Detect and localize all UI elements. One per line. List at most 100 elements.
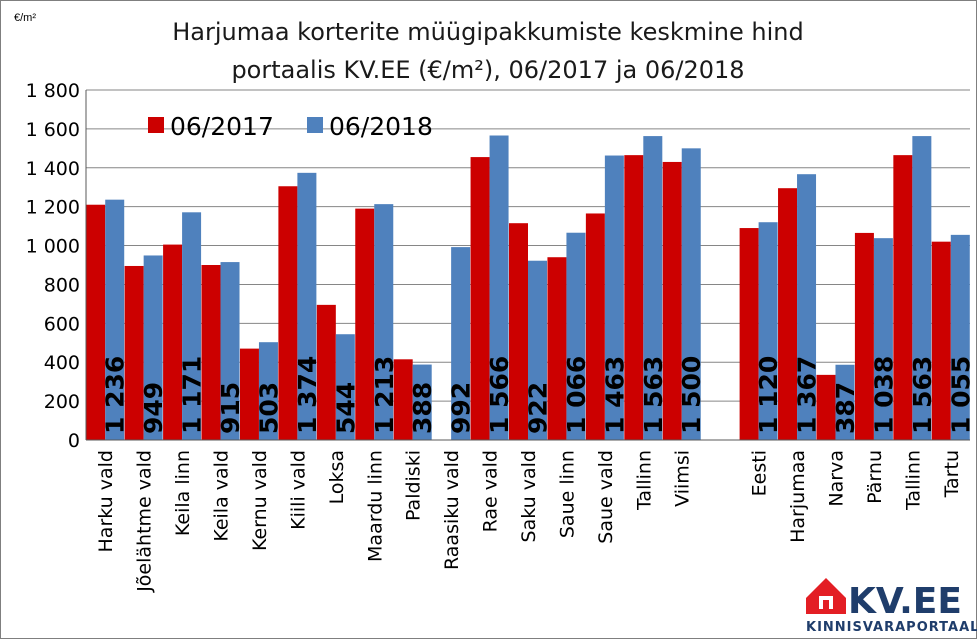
x-tick-label: Tartu	[941, 450, 963, 498]
bar-06-2017-19	[816, 374, 836, 440]
bar-06-2017-18	[778, 188, 798, 440]
data-label: 1 463	[600, 356, 629, 434]
bars	[86, 135, 970, 441]
data-label: 949	[139, 382, 168, 434]
x-tick-label: Tallinn	[902, 450, 924, 511]
bar-06-2018-18	[797, 174, 817, 440]
logo-subtext: KINNISVARAPORTAAL	[806, 620, 977, 635]
y-tick-label: 1 600	[26, 119, 80, 141]
x-tick-label: Saku vald	[518, 450, 540, 542]
chart-title-line2: portaalis KV.EE (€/m²), 06/2017 ja 06/20…	[231, 56, 744, 84]
x-tick-label: Raasiku vald	[441, 450, 463, 570]
data-label: 503	[254, 382, 283, 434]
x-tick-label: Saue vald	[595, 450, 617, 544]
data-label: 922	[524, 382, 553, 434]
x-tick-label: Harjumaa	[787, 450, 809, 543]
bar-06-2017-20	[854, 232, 874, 440]
y-tick-label: 600	[44, 313, 80, 335]
data-label: 1 563	[639, 356, 668, 434]
data-label: 1 236	[101, 356, 130, 434]
x-tick-label: Loksa	[326, 450, 348, 504]
bar-06-2018-12	[566, 232, 586, 440]
bar-06-2018-21	[912, 136, 932, 441]
x-tick-label: Paldiski	[403, 450, 425, 521]
kv-ee-logo: KV.EE KINNISVARAPORTAAL	[806, 578, 977, 635]
bar-06-2018-2	[182, 212, 202, 440]
data-label: 1 055	[946, 356, 975, 434]
data-label: 387	[831, 382, 860, 434]
bar-06-2017-2	[163, 244, 183, 440]
bar-06-2017-1	[124, 265, 144, 440]
x-tick-label: Saue linn	[556, 450, 578, 538]
bar-06-2018-15	[681, 148, 701, 441]
bar-06-2017-3	[201, 265, 221, 440]
bar-06-2017-10	[470, 157, 490, 441]
bar-06-2018-17	[758, 222, 778, 440]
legend-swatch-2017	[148, 117, 164, 133]
bar-06-2017-0	[86, 204, 106, 440]
bar-06-2017-6	[316, 304, 336, 440]
x-tick-label: Maardu linn	[364, 450, 386, 562]
data-label: 388	[408, 382, 437, 434]
data-label: 915	[216, 382, 245, 434]
x-tick-label: Keila vald	[211, 450, 233, 542]
bar-06-2017-17	[739, 228, 759, 440]
data-label: 1 367	[793, 356, 822, 434]
data-label: 1 500	[677, 356, 706, 434]
data-label: 1 563	[908, 356, 937, 434]
chart-title-line1: Harjumaa korterite müügipakkumiste keskm…	[172, 18, 804, 46]
bar-06-2017-12	[547, 257, 567, 440]
data-label: 1 566	[485, 356, 514, 434]
y-tick-label: 1 000	[26, 236, 80, 258]
legend-label-2017: 06/2017	[170, 112, 274, 141]
legend-label-2018: 06/2018	[329, 112, 433, 141]
x-tick-label: Narva	[825, 450, 847, 507]
y-tick-label: 200	[44, 391, 80, 413]
y-tick-label: 400	[44, 352, 80, 374]
data-label: 1 066	[562, 356, 591, 434]
data-labels: 1 236 949 1 171 915 503 1 374 544 1 213 388 992 1 …	[101, 356, 976, 434]
bar-06-2017-11	[509, 223, 528, 440]
x-tick-label: Jõelähtme vald	[134, 450, 156, 593]
bar-06-2017-13	[585, 213, 605, 440]
bar-06-2017-15	[662, 161, 682, 440]
bar-06-2018-8	[412, 364, 432, 440]
data-label: 992	[447, 382, 476, 434]
bar-06-2017-8	[393, 359, 413, 440]
x-tick-label: Keila linn	[172, 450, 194, 536]
x-tick-label: Kiili vald	[287, 450, 309, 530]
bar-06-2018-6	[335, 334, 355, 440]
y-axis-ticks: 0 200 400 600 800 1 000 1 200 1 400 1 600 1 800	[26, 80, 80, 452]
bar-06-2017-14	[624, 155, 644, 440]
x-tick-label: Rae vald	[480, 450, 502, 532]
bar-06-2018-1	[143, 255, 163, 440]
bar-06-2017-7	[355, 208, 375, 440]
y-tick-label: 1 800	[26, 80, 80, 102]
bar-06-2018-19	[835, 364, 855, 440]
x-tick-label: Viimsi	[672, 450, 694, 507]
bar-06-2018-0	[105, 199, 125, 440]
y-tick-label: 800	[44, 274, 80, 296]
y-tick-label: 0	[68, 430, 80, 452]
bar-06-2017-21	[893, 155, 913, 440]
bar-06-2018-10	[489, 135, 509, 440]
bar-06-2018-13	[604, 155, 624, 440]
legend: 06/2017 06/2018	[148, 112, 433, 141]
y-tick-label: 1 400	[26, 158, 80, 180]
bar-06-2018-14	[643, 136, 663, 441]
house-logo-icon	[806, 578, 846, 614]
x-tick-label: Kernu vald	[249, 450, 271, 551]
unit-label: €/m²	[14, 12, 36, 24]
data-label: 1 038	[869, 356, 898, 434]
data-label: 544	[331, 382, 360, 434]
logo-text: KV.EE	[848, 581, 962, 622]
bar-06-2017-4	[239, 348, 259, 440]
bar-06-2018-9	[451, 247, 471, 440]
x-tick-label: Tallinn	[633, 450, 655, 511]
bar-06-2017-22	[931, 241, 951, 440]
data-label: 1 171	[178, 356, 207, 434]
bar-06-2017-5	[278, 186, 298, 440]
x-tick-label: Pärnu	[864, 450, 886, 504]
x-tick-label: Eesti	[749, 450, 771, 496]
bar-06-2018-5	[297, 172, 317, 441]
